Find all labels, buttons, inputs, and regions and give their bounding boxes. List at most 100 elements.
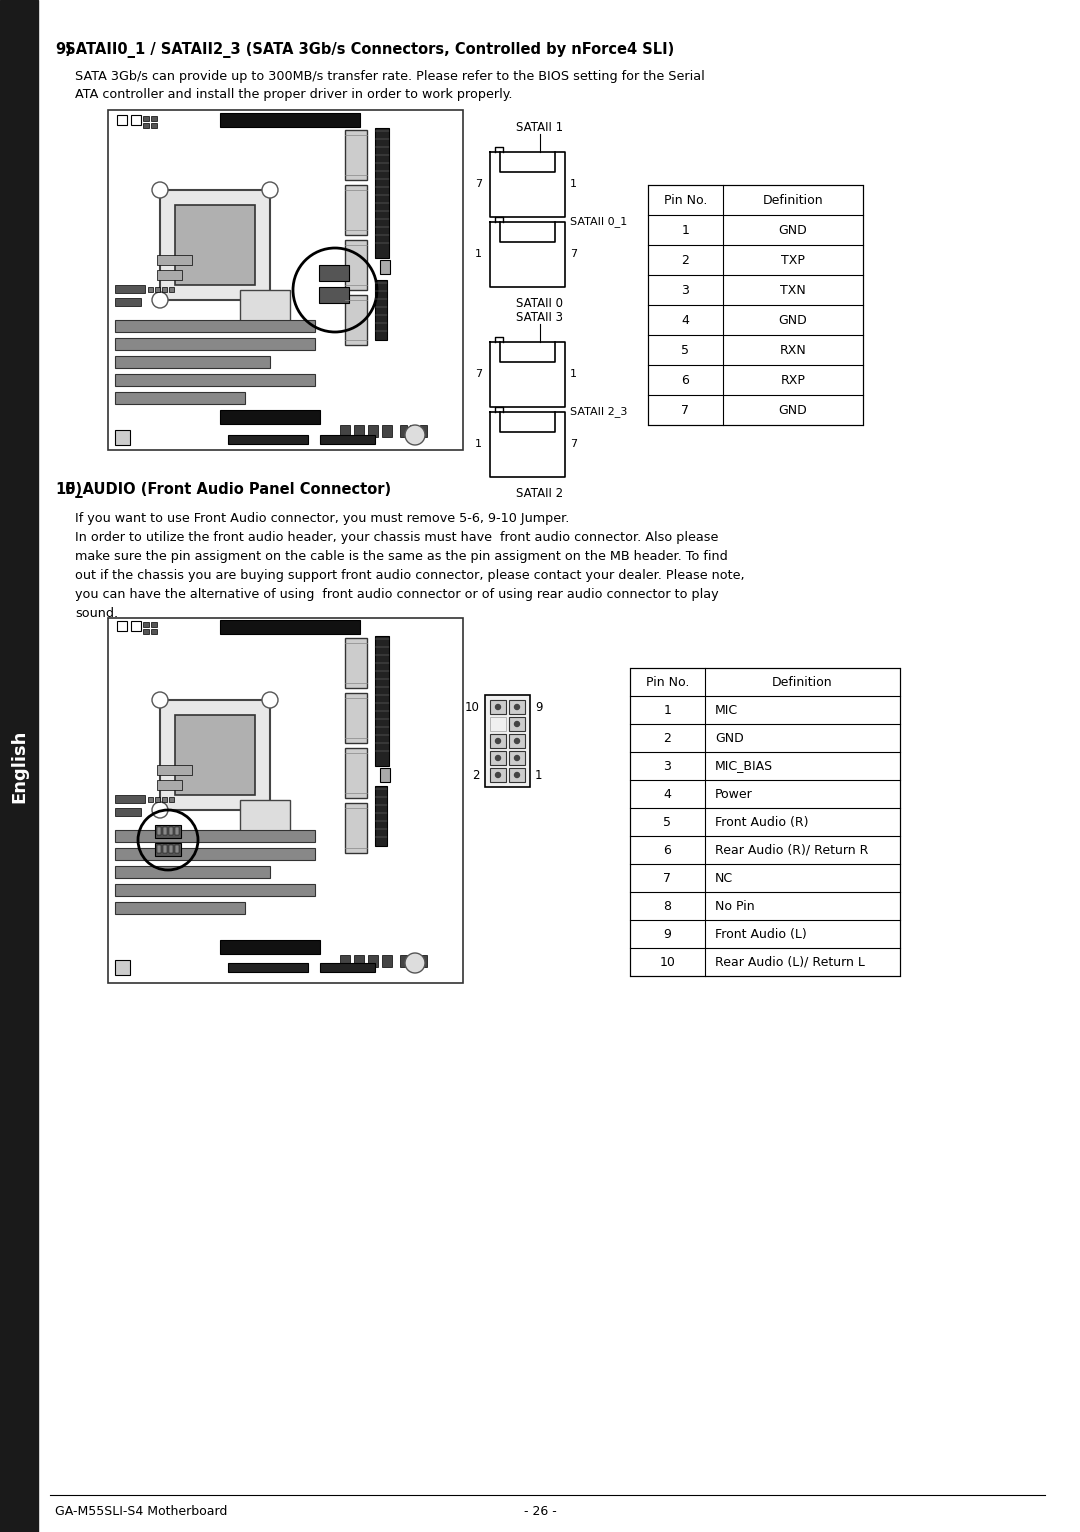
Bar xyxy=(220,411,320,424)
Bar xyxy=(400,424,407,437)
Bar xyxy=(108,110,463,450)
Text: SATAII 0_1: SATAII 0_1 xyxy=(570,216,627,227)
Bar xyxy=(117,620,127,631)
Text: NC: NC xyxy=(715,872,733,884)
Bar xyxy=(490,768,507,781)
Text: GA-M55SLI-S4 Motherboard: GA-M55SLI-S4 Motherboard xyxy=(55,1504,228,1518)
Text: 4: 4 xyxy=(663,787,672,801)
Bar xyxy=(143,630,149,634)
Bar xyxy=(345,185,367,234)
Text: 7: 7 xyxy=(475,369,482,378)
Bar xyxy=(114,866,270,878)
Text: Definition: Definition xyxy=(772,676,833,688)
Text: TXN: TXN xyxy=(780,283,806,297)
Circle shape xyxy=(496,772,500,778)
Text: MIC: MIC xyxy=(715,703,738,717)
Text: 1: 1 xyxy=(475,250,482,259)
Bar xyxy=(228,964,308,971)
Bar xyxy=(114,961,130,974)
Bar xyxy=(375,786,387,846)
Bar xyxy=(220,620,360,634)
Bar xyxy=(345,296,367,345)
Bar xyxy=(345,748,367,798)
Text: 2: 2 xyxy=(663,731,672,745)
Text: 1: 1 xyxy=(663,703,672,717)
Bar xyxy=(509,717,525,731)
Text: 1: 1 xyxy=(570,369,577,378)
Bar xyxy=(0,0,38,1532)
Bar xyxy=(375,636,389,766)
Bar xyxy=(151,116,157,121)
Circle shape xyxy=(514,755,519,760)
Bar xyxy=(375,129,389,257)
Bar xyxy=(117,115,127,126)
Text: Front Audio (L): Front Audio (L) xyxy=(715,927,807,941)
Text: 5: 5 xyxy=(681,343,689,357)
Bar xyxy=(114,430,130,444)
Bar xyxy=(168,827,173,835)
Text: 1: 1 xyxy=(570,179,577,188)
Bar xyxy=(114,355,270,368)
Bar xyxy=(114,830,315,843)
Bar xyxy=(151,630,157,634)
Text: Rear Audio (R)/ Return R: Rear Audio (R)/ Return R xyxy=(715,844,868,856)
Bar xyxy=(490,734,507,748)
Circle shape xyxy=(514,772,519,778)
Bar xyxy=(420,954,427,967)
Bar xyxy=(114,884,315,896)
Bar xyxy=(114,902,245,915)
Text: Pin No.: Pin No. xyxy=(646,676,689,688)
Text: Rear Audio (L)/ Return L: Rear Audio (L)/ Return L xyxy=(715,956,865,968)
Text: 10: 10 xyxy=(465,700,480,714)
Text: 3: 3 xyxy=(681,283,689,297)
Bar xyxy=(382,954,392,967)
Bar xyxy=(368,954,378,967)
Bar xyxy=(114,807,141,817)
Bar xyxy=(131,115,141,126)
Bar xyxy=(162,286,167,293)
Bar xyxy=(490,717,507,731)
Circle shape xyxy=(514,722,519,726)
Bar xyxy=(345,692,367,743)
Bar xyxy=(375,280,387,340)
Text: 2: 2 xyxy=(681,253,689,267)
Bar xyxy=(630,668,900,976)
Text: - 26 -: - 26 - xyxy=(524,1504,556,1518)
Circle shape xyxy=(405,424,426,444)
Bar xyxy=(410,424,417,437)
Bar xyxy=(114,320,315,332)
Bar xyxy=(648,185,863,424)
Bar xyxy=(157,270,183,280)
Bar xyxy=(143,116,149,121)
Bar xyxy=(156,286,160,293)
Text: Front Audio (R): Front Audio (R) xyxy=(715,815,809,829)
Text: 9): 9) xyxy=(55,41,71,57)
Text: TXP: TXP xyxy=(781,253,805,267)
Text: F_AUDIO (Front Audio Panel Connector): F_AUDIO (Front Audio Panel Connector) xyxy=(55,483,391,498)
Bar xyxy=(490,751,507,764)
Text: 7: 7 xyxy=(663,872,672,884)
Text: 7: 7 xyxy=(681,403,689,417)
Bar xyxy=(157,254,192,265)
Bar xyxy=(148,286,153,293)
Bar xyxy=(114,392,245,404)
Text: MIC_BIAS: MIC_BIAS xyxy=(715,760,773,772)
Circle shape xyxy=(262,293,278,308)
Text: 7: 7 xyxy=(475,179,482,188)
Bar xyxy=(168,846,173,853)
Text: 1: 1 xyxy=(475,440,482,449)
Bar xyxy=(345,130,367,179)
Bar xyxy=(380,260,390,274)
Text: SATAII 0: SATAII 0 xyxy=(516,297,564,309)
Circle shape xyxy=(514,738,519,743)
Bar xyxy=(148,797,153,801)
Bar xyxy=(340,424,350,437)
Bar xyxy=(114,285,145,293)
Bar xyxy=(156,843,181,856)
Text: 10: 10 xyxy=(660,956,675,968)
Bar xyxy=(160,190,270,300)
Bar xyxy=(156,797,160,801)
Bar xyxy=(345,803,367,853)
Bar xyxy=(157,827,161,835)
Bar xyxy=(156,826,181,838)
